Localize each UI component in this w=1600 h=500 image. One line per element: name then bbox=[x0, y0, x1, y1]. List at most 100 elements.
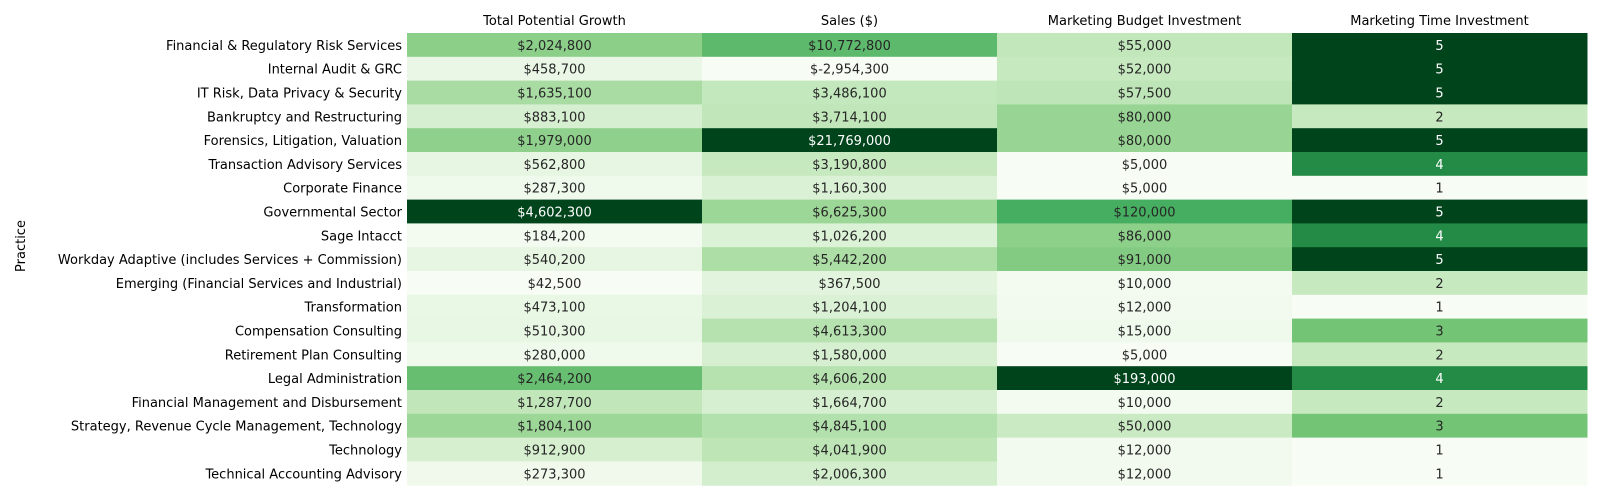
heatmap-cell bbox=[702, 366, 998, 391]
heatmap-cell bbox=[997, 366, 1293, 391]
cell-value-label: $1,580,000 bbox=[812, 348, 886, 363]
cell-value-label: $4,041,900 bbox=[812, 444, 886, 459]
cell-value-label: $86,000 bbox=[1118, 229, 1172, 244]
cell-value-label: $52,000 bbox=[1118, 63, 1172, 78]
heatmap-cell bbox=[1292, 366, 1588, 391]
cell-value-label: $15,000 bbox=[1118, 325, 1172, 340]
heatmap-cell bbox=[702, 318, 998, 343]
heatmap-cell bbox=[1292, 56, 1588, 82]
heatmap-cell bbox=[1292, 413, 1588, 439]
cell-value-label: $42,500 bbox=[528, 277, 582, 292]
column-labels: Total Potential Growth Sales ($) Marketing… bbox=[482, 14, 1529, 29]
heatmap-cell bbox=[407, 104, 703, 129]
cell-value-label: $2,024,800 bbox=[517, 39, 591, 54]
cell-value-label: $3,190,800 bbox=[812, 158, 886, 173]
cell-value-label: $883,100 bbox=[523, 110, 585, 125]
heatmap-cell bbox=[407, 223, 703, 248]
heatmap-cell bbox=[702, 294, 998, 320]
cell-value-label: $-2,954,300 bbox=[810, 63, 889, 78]
heatmap-cell bbox=[407, 390, 703, 415]
heatmap-cell bbox=[407, 271, 703, 296]
heatmap-cell bbox=[997, 152, 1293, 177]
column-label-marketing-budget-investment: Marketing Budget Investment bbox=[1048, 14, 1241, 29]
heatmap-cell bbox=[702, 342, 998, 367]
cell-value-label: 5 bbox=[1435, 206, 1443, 221]
cell-value-label: 2 bbox=[1435, 348, 1443, 363]
row-label-it-risk-data-privacy-security: IT Risk, Data Privacy & Security bbox=[197, 87, 402, 102]
heatmap-cell bbox=[1292, 390, 1588, 415]
heatmap-cell bbox=[1292, 175, 1588, 201]
heatmap-cell bbox=[997, 461, 1293, 486]
cell-value-label: 3 bbox=[1435, 420, 1443, 435]
cell-value-label: $120,000 bbox=[1113, 206, 1175, 221]
heatmap-cell bbox=[1292, 247, 1588, 272]
heatmap-cell bbox=[1292, 128, 1588, 153]
heatmap-cell bbox=[702, 461, 998, 486]
heatmap-cell bbox=[702, 247, 998, 272]
heatmap-cell bbox=[997, 223, 1293, 248]
heatmap-cell bbox=[407, 80, 703, 105]
heatmap-cell bbox=[997, 80, 1293, 105]
row-label-sage-intacct: Sage Intacct bbox=[321, 229, 402, 244]
heatmap-cell bbox=[1292, 223, 1588, 248]
cell-value-label: $540,200 bbox=[523, 253, 585, 268]
heatmap-cell bbox=[702, 437, 998, 462]
cell-value-label: 2 bbox=[1435, 396, 1443, 411]
heatmap-cell bbox=[997, 342, 1293, 367]
row-label-strategy-revenue-cycle-management-technology: Strategy, Revenue Cycle Management, Tech… bbox=[71, 420, 402, 435]
cell-value-label: 1 bbox=[1435, 444, 1443, 459]
heatmap-cell bbox=[1292, 294, 1588, 320]
cell-value-label: 4 bbox=[1435, 229, 1443, 244]
row-label-legal-administration: Legal Administration bbox=[268, 372, 402, 387]
column-label-marketing-time-investment: Marketing Time Investment bbox=[1350, 14, 1529, 29]
heatmap-cell bbox=[702, 199, 998, 224]
row-label-transaction-advisory-services: Transaction Advisory Services bbox=[208, 158, 403, 173]
heatmap-cell bbox=[407, 342, 703, 367]
cell-value-label: $5,442,200 bbox=[812, 253, 886, 268]
heatmap-cell bbox=[997, 33, 1293, 58]
cell-value-label: $280,000 bbox=[523, 348, 585, 363]
cell-value-label: $1,160,300 bbox=[812, 182, 886, 197]
cell-value-label: $510,300 bbox=[523, 325, 585, 340]
heatmap-cell bbox=[407, 318, 703, 343]
heatmap-cell bbox=[1292, 104, 1588, 129]
cell-value-label: $1,204,100 bbox=[812, 301, 886, 316]
cell-value-label: 4 bbox=[1435, 158, 1443, 173]
heatmap-cells: $2,024,800 $10,772,800 $55,000 5 $458,700 $-2… bbox=[407, 33, 1588, 486]
row-label-financial-management-and-disbursement: Financial Management and Disbursement bbox=[132, 396, 402, 411]
cell-value-label: $1,979,000 bbox=[517, 134, 591, 149]
cell-value-label: $4,606,200 bbox=[812, 372, 886, 387]
row-label-internal-audit-grc: Internal Audit & GRC bbox=[268, 63, 402, 78]
heatmap-cell bbox=[997, 318, 1293, 343]
cell-value-label: $4,613,300 bbox=[812, 325, 886, 340]
cell-value-label: $5,000 bbox=[1122, 182, 1168, 197]
cell-value-label: $10,000 bbox=[1118, 396, 1172, 411]
column-label-total-potential-growth: Total Potential Growth bbox=[482, 14, 626, 29]
cell-value-label: $1,664,700 bbox=[812, 396, 886, 411]
heatmap-cell bbox=[407, 247, 703, 272]
cell-value-label: 5 bbox=[1435, 39, 1443, 54]
y-axis-label: Practice bbox=[14, 220, 29, 272]
heatmap-cell bbox=[997, 175, 1293, 201]
cell-value-label: 2 bbox=[1435, 277, 1443, 292]
heatmap-cell bbox=[1292, 318, 1588, 343]
row-label-governmental-sector: Governmental Sector bbox=[263, 206, 402, 221]
heatmap-cell bbox=[997, 413, 1293, 439]
heatmap-cell bbox=[1292, 199, 1588, 224]
heatmap-cell bbox=[702, 175, 998, 201]
cell-value-label: $12,000 bbox=[1118, 444, 1172, 459]
heatmap-cell bbox=[407, 56, 703, 82]
row-labels: Financial & Regulatory Risk Services Inte… bbox=[58, 39, 403, 482]
cell-value-label: $12,000 bbox=[1118, 467, 1172, 482]
cell-value-label: $4,602,300 bbox=[517, 206, 591, 221]
row-label-corporate-finance: Corporate Finance bbox=[283, 182, 402, 197]
heatmap-cell bbox=[997, 437, 1293, 462]
cell-value-label: $912,900 bbox=[523, 444, 585, 459]
heatmap-cell bbox=[702, 128, 998, 153]
cell-value-label: $10,772,800 bbox=[808, 39, 891, 54]
row-label-emerging-financial-services-and-industrial: Emerging (Financial Services and Industr… bbox=[116, 277, 402, 292]
heatmap-cell bbox=[702, 413, 998, 439]
cell-value-label: 5 bbox=[1435, 63, 1443, 78]
cell-value-label: $55,000 bbox=[1118, 39, 1172, 54]
row-label-bankruptcy-and-restructuring: Bankruptcy and Restructuring bbox=[207, 110, 402, 125]
